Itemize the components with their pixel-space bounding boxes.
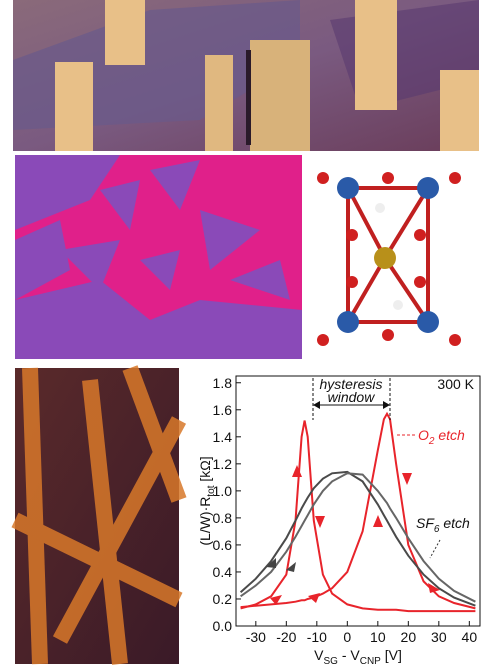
y-axis-label-part: tot: [206, 485, 217, 496]
annotation: O2 etch: [418, 427, 465, 447]
x-tick-label: -30: [246, 629, 266, 645]
x-tick-label: 20: [401, 629, 417, 645]
afm-image: [11, 365, 187, 665]
annotation: window: [328, 389, 376, 405]
optical-image-triangles: [15, 155, 302, 359]
y-tick-label: 0.8: [213, 510, 233, 526]
crystal-structure: [317, 172, 461, 346]
hysteresis-annotation: hysteresis window 300 K O2 etch SF6 etch: [312, 376, 475, 559]
y-axis-label: (L/W)·Rtot [kΩ]: [197, 456, 217, 545]
y-axis-label-part: (L/W)·R: [197, 497, 213, 546]
x-tick-label: 0: [343, 629, 351, 645]
y-tick-label: 1.8: [213, 375, 233, 391]
x-axis-label: VSG - VCNP [V]: [314, 647, 402, 666]
line-series: [240, 411, 476, 610]
x-tick-label: -20: [276, 629, 296, 645]
y-tick-label: 0.4: [213, 564, 233, 580]
y-tick-label: 1.2: [213, 456, 233, 472]
line-series: [240, 472, 476, 603]
y-tick-label: 1.0: [213, 483, 233, 499]
y-tick-label: 0.6: [213, 537, 233, 553]
x-axis-label-part: [V]: [381, 647, 402, 663]
x-tick-label: 30: [431, 629, 447, 645]
line-series: [239, 470, 476, 607]
y-tick-label: 1.4: [213, 429, 233, 445]
y-tick-label: 0.2: [213, 591, 233, 607]
plot-frame: [235, 375, 481, 627]
annotation: 300 K: [437, 376, 474, 392]
y-tick-label: 0.0: [213, 618, 233, 634]
optical-image: [13, 0, 479, 151]
x-tick-label: -10: [307, 629, 327, 645]
annotation: hysteresis: [319, 376, 382, 392]
x-tick-label: 40: [462, 629, 478, 645]
x-tick-label: 10: [370, 629, 386, 645]
y-axis-label-part: [kΩ]: [197, 456, 213, 485]
line-series: [240, 420, 476, 613]
y-tick-label: 1.6: [213, 402, 233, 418]
x-axis-label-part: CNP: [360, 656, 381, 666]
plot: 0.0 0.2 0.4 0.6 0.8 1.0 1.2 1.4 1.6 1.8 -30 -20 -10 0…: [197, 375, 481, 666]
x-axis-label-part: SG: [323, 656, 338, 666]
x-axis-label-part: - V: [338, 647, 360, 663]
x-axis-label-part: V: [314, 647, 324, 663]
annotation: SF6 etch: [416, 515, 470, 535]
direction-arrows: [266, 465, 440, 605]
